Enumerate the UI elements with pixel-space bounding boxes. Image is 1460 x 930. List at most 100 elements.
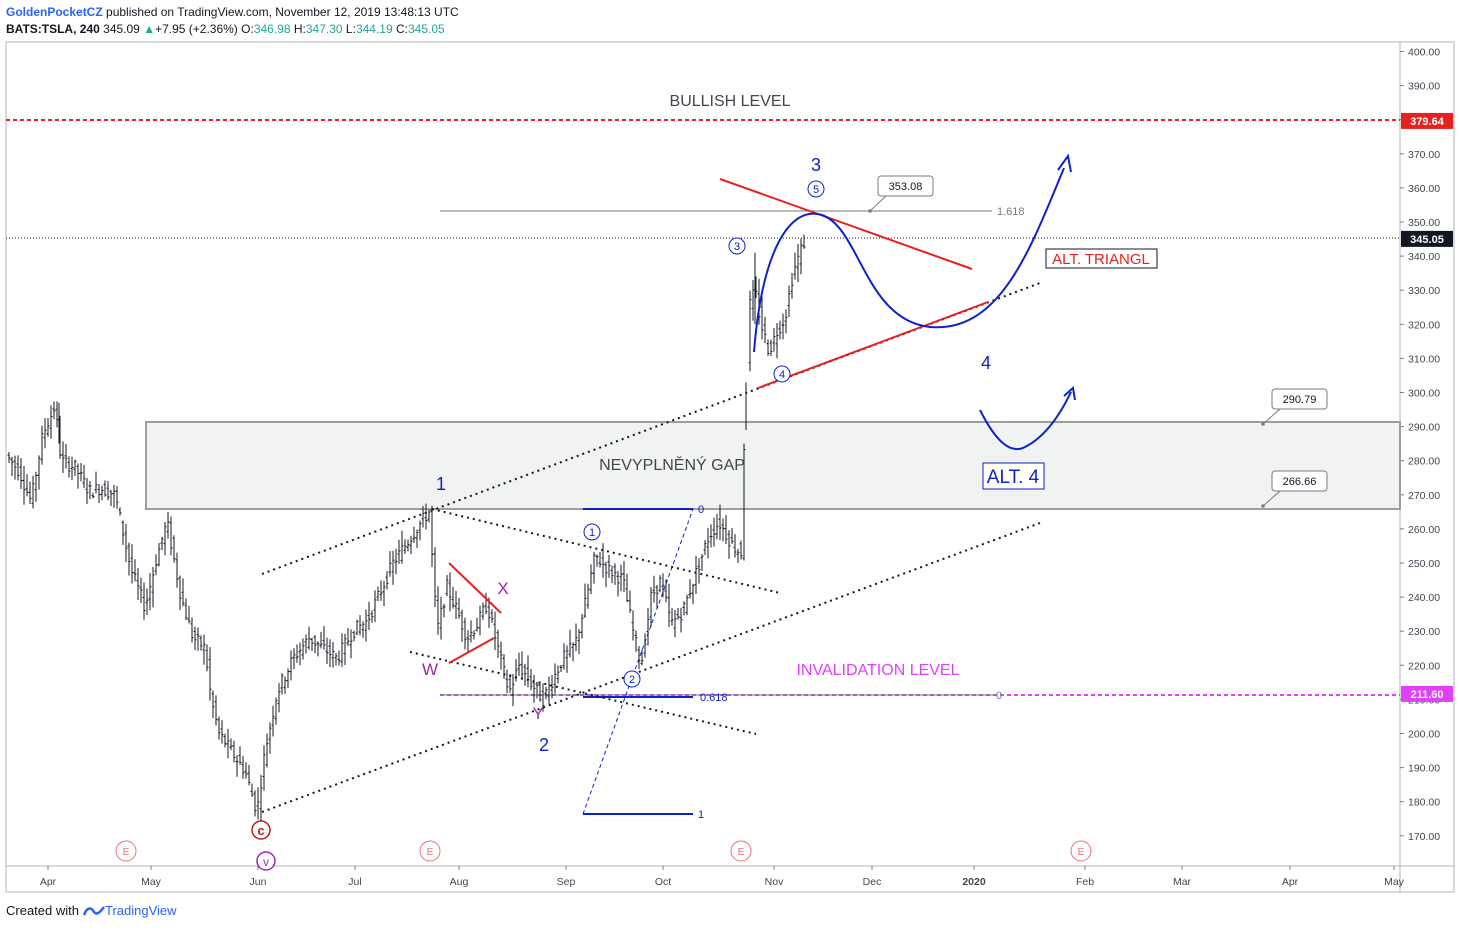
bullish-level-label: BULLISH LEVEL xyxy=(670,93,791,110)
y-tick-label: 280.00 xyxy=(1408,456,1440,468)
wave-2-label: 2 xyxy=(539,735,549,755)
price-badge xyxy=(1401,230,1453,247)
y-tick-label: 180.00 xyxy=(1408,797,1440,809)
callout-pointer xyxy=(1262,408,1281,425)
low-value: 344.19 xyxy=(355,22,393,36)
y-tick-label: 390.00 xyxy=(1408,81,1440,93)
w-triangle-lower[interactable] xyxy=(448,637,495,664)
open-value: 346.98 xyxy=(253,22,291,36)
svg-text:4: 4 xyxy=(779,369,785,381)
y-tick-label: 300.00 xyxy=(1408,388,1440,400)
x-tick-label: Sep xyxy=(557,876,576,888)
close-value: 345.05 xyxy=(407,22,445,36)
earnings-marker[interactable] xyxy=(730,840,752,862)
callout-box[interactable] xyxy=(1271,470,1328,492)
time-axis[interactable]: Apr May Jun Jul Aug Sep Oct Nov Dec 2020 Feb Mar Apr… xyxy=(40,866,1405,888)
x-tick-label: Aug xyxy=(450,876,469,888)
wave-w-label: W xyxy=(422,660,438,679)
callout-box[interactable] xyxy=(1271,388,1328,410)
tradingview-link[interactable]: TradingView xyxy=(82,903,177,918)
x-tick-label: Feb xyxy=(1076,876,1094,888)
fib-trend-dashed[interactable] xyxy=(582,508,694,815)
y-tick-label: 260.00 xyxy=(1408,524,1440,536)
callout-box[interactable] xyxy=(877,175,934,197)
alt4-projection-path[interactable] xyxy=(979,391,1072,451)
svg-text:5: 5 xyxy=(813,184,819,196)
y-tick-label: 400.00 xyxy=(1408,47,1440,59)
subwave-3-marker: 3 xyxy=(728,237,746,255)
alt-triangle-label: ALT. TRIANGL xyxy=(1052,251,1150,268)
alt4-label: ALT. 4 xyxy=(987,467,1040,488)
x-tick-label: Nov xyxy=(765,876,784,888)
chart-header: GoldenPocketCZ published on TradingView.… xyxy=(6,4,459,38)
up-arrow-icon: ▲ xyxy=(143,22,156,36)
price-axis[interactable]: 400.00390.00380.00370.00360.00350.00340.… xyxy=(1400,47,1440,843)
x-tick-label: Dec xyxy=(863,876,882,888)
fib-zero2-label: 0 xyxy=(996,690,1002,702)
fib-0618-label: 0.618 xyxy=(700,692,728,704)
callout-pointer xyxy=(1262,490,1281,507)
svg-text:3: 3 xyxy=(734,241,740,253)
invalidation-level-label: INVALIDATION LEVEL xyxy=(796,662,959,679)
y-tick-label: 290.00 xyxy=(1408,422,1440,434)
x-tick-label: May xyxy=(1384,876,1405,888)
x-tick-label: 2020 xyxy=(962,876,986,888)
upper-channel-line[interactable] xyxy=(261,282,1041,575)
created-with-text: Created with xyxy=(6,903,79,918)
author-name[interactable]: GoldenPocketCZ xyxy=(6,5,103,19)
x-tick-label: Jul xyxy=(348,876,361,888)
price-chart[interactable]: 400.00390.00380.00370.00360.00350.00340.… xyxy=(0,0,1460,900)
w-triangle-upper[interactable] xyxy=(448,562,502,614)
subwave-4-marker: 4 xyxy=(773,365,791,383)
open-label: O: xyxy=(241,22,254,36)
triangle-upper-line[interactable] xyxy=(719,178,973,270)
y-tick-label: 190.00 xyxy=(1408,763,1440,775)
x-tick-label: Oct xyxy=(655,876,671,888)
price-badges: 379.64 345.05 211.60 xyxy=(1401,112,1453,702)
triangle-lower-line[interactable] xyxy=(757,301,989,389)
y-tick-label: 320.00 xyxy=(1408,319,1440,331)
svg-text:c: c xyxy=(257,823,264,838)
wave-1-label: 1 xyxy=(436,474,446,494)
publish-info: published on TradingView.com, November 1… xyxy=(106,5,459,19)
y-tick-label: 350.00 xyxy=(1408,217,1440,229)
gap-zone[interactable] xyxy=(145,421,1401,510)
alt4-box xyxy=(982,462,1045,490)
svg-text:1: 1 xyxy=(589,527,595,539)
x-tick-label: Jun xyxy=(250,876,267,888)
tradingview-brand: TradingView xyxy=(104,903,177,918)
earnings-marker[interactable] xyxy=(1070,840,1092,862)
tradingview-logo-icon xyxy=(82,905,105,915)
price-badge-label: 345.05 xyxy=(1410,234,1444,246)
earnings-marker[interactable] xyxy=(419,840,441,862)
y-tick-label: 340.00 xyxy=(1408,251,1440,263)
fib-1618-label: 1.618 xyxy=(997,206,1025,218)
fib-one-label: 1 xyxy=(698,809,704,821)
wave-y-label: Y xyxy=(532,704,543,723)
wave-4-label: 4 xyxy=(981,353,991,373)
ohlc-line: BATS:TSLA, 240 345.09 ▲+7.95 (+2.36%) O:… xyxy=(6,21,459,38)
earnings-label: E xyxy=(1078,847,1085,858)
plot-frame xyxy=(5,41,1455,893)
earnings-marker[interactable] xyxy=(115,840,137,862)
y-tick-label: 250.00 xyxy=(1408,558,1440,570)
candlestick-series xyxy=(7,234,806,825)
callout-label: 290.79 xyxy=(1283,394,1317,406)
callout-anchor xyxy=(1261,422,1265,426)
wave-v-marker: v xyxy=(256,851,276,871)
x-tick-label: Mar xyxy=(1173,876,1192,888)
subwave-5-marker: 5 xyxy=(807,180,825,198)
low-label: L: xyxy=(345,22,356,36)
callout-anchor xyxy=(1261,504,1265,508)
svg-text:2: 2 xyxy=(629,674,635,686)
primary-projection-arrowhead xyxy=(1057,153,1072,173)
x-tick-label: Apr xyxy=(40,876,57,888)
price-badge xyxy=(1401,112,1453,129)
last-price: 345.09 xyxy=(103,22,140,36)
symbol-label: BATS:TSLA, 240 xyxy=(6,22,100,36)
alt-triangle-box xyxy=(1045,248,1158,269)
close-label: C: xyxy=(395,22,408,36)
lower-channel-line[interactable] xyxy=(261,522,1041,813)
primary-projection-path[interactable] xyxy=(753,167,1065,353)
y-tick-label: 170.00 xyxy=(1408,831,1440,843)
